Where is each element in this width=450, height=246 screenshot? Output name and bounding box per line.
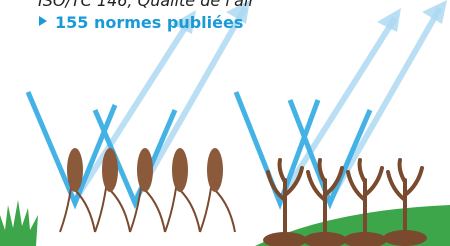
illustration (0, 0, 450, 246)
wheat (60, 148, 235, 232)
bullet-marker (39, 16, 47, 26)
highlight: 155 normes publiées (55, 13, 243, 32)
grass (0, 200, 38, 246)
arrows-faded (75, 8, 440, 200)
subtitle: ISO/TC 146, Qualité de l'air (38, 0, 255, 10)
page: ISO/TC 146, Qualité de l'air 155 normes … (0, 0, 450, 246)
